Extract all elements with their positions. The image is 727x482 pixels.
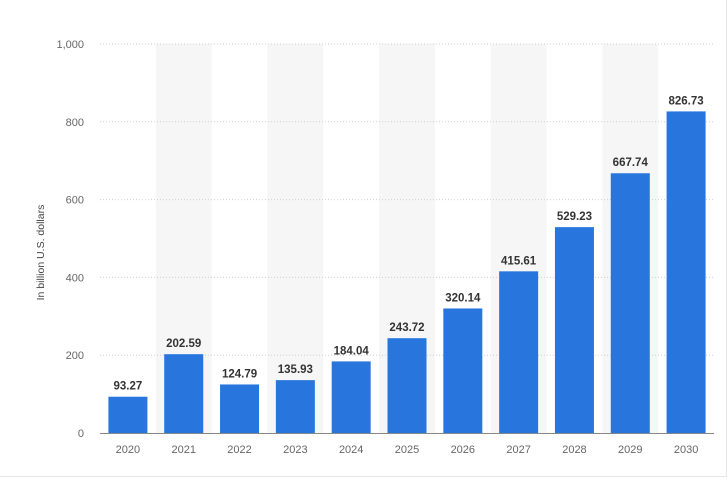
value-label-2020: 93.27 bbox=[114, 381, 143, 393]
bar-2029[interactable] bbox=[610, 173, 650, 433]
bars bbox=[108, 111, 706, 433]
value-label-2023: 135.93 bbox=[278, 364, 313, 376]
x-tick-label-2030: 2030 bbox=[674, 444, 698, 456]
x-tick-label-2027: 2027 bbox=[506, 444, 530, 456]
bar-2024[interactable] bbox=[331, 361, 371, 433]
value-label-2025: 243.72 bbox=[389, 322, 424, 334]
y-axis-ticks: 0 200 400 600 800 1,000 bbox=[56, 39, 84, 440]
bar-2030[interactable] bbox=[666, 111, 706, 433]
bar-2021[interactable] bbox=[164, 354, 204, 433]
x-tick-label-2021: 2021 bbox=[171, 444, 195, 456]
bar-2022[interactable] bbox=[220, 384, 260, 433]
x-tick-label-2026: 2026 bbox=[451, 444, 475, 456]
bar-2028[interactable] bbox=[554, 227, 594, 433]
x-axis-ticks: 2020 2021 2022 2023 2024 2025 2026 2027 2028 2029… bbox=[116, 444, 699, 456]
band-2023 bbox=[267, 44, 324, 433]
y-tick-label: 1,000 bbox=[56, 39, 84, 51]
x-tick-label-2022: 2022 bbox=[227, 444, 251, 456]
bar-2026[interactable] bbox=[443, 308, 483, 433]
x-tick-label-2025: 2025 bbox=[395, 444, 419, 456]
value-label-2029: 667.74 bbox=[613, 157, 649, 169]
bar-2020[interactable] bbox=[108, 396, 148, 433]
bar-2027[interactable] bbox=[499, 271, 539, 433]
x-tick-label-2023: 2023 bbox=[283, 444, 307, 456]
y-axis-label: In billion U.S. dollars bbox=[35, 205, 47, 301]
y-tick-label: 0 bbox=[78, 428, 84, 440]
value-label-2022: 124.79 bbox=[222, 368, 257, 380]
y-tick-label: 600 bbox=[66, 195, 84, 207]
x-tick-label-2028: 2028 bbox=[562, 444, 586, 456]
value-labels: 93.27 202.59 124.79 135.93 184.04 243.72 320.1… bbox=[114, 95, 704, 392]
y-tick-label: 800 bbox=[66, 117, 84, 129]
y-tick-label: 200 bbox=[66, 350, 84, 362]
value-label-2027: 415.61 bbox=[501, 255, 537, 267]
value-label-2026: 320.14 bbox=[445, 292, 481, 304]
value-label-2030: 826.73 bbox=[668, 95, 703, 107]
value-label-2024: 184.04 bbox=[334, 345, 370, 357]
x-tick-label-2029: 2029 bbox=[618, 444, 642, 456]
value-label-2028: 529.23 bbox=[557, 211, 592, 223]
value-label-2021: 202.59 bbox=[166, 338, 201, 350]
bar-2023[interactable] bbox=[275, 380, 315, 433]
x-tick-label-2024: 2024 bbox=[339, 444, 363, 456]
x-tick-label-2020: 2020 bbox=[116, 444, 140, 456]
y-tick-label: 400 bbox=[66, 272, 84, 284]
bar-2025[interactable] bbox=[387, 338, 427, 433]
